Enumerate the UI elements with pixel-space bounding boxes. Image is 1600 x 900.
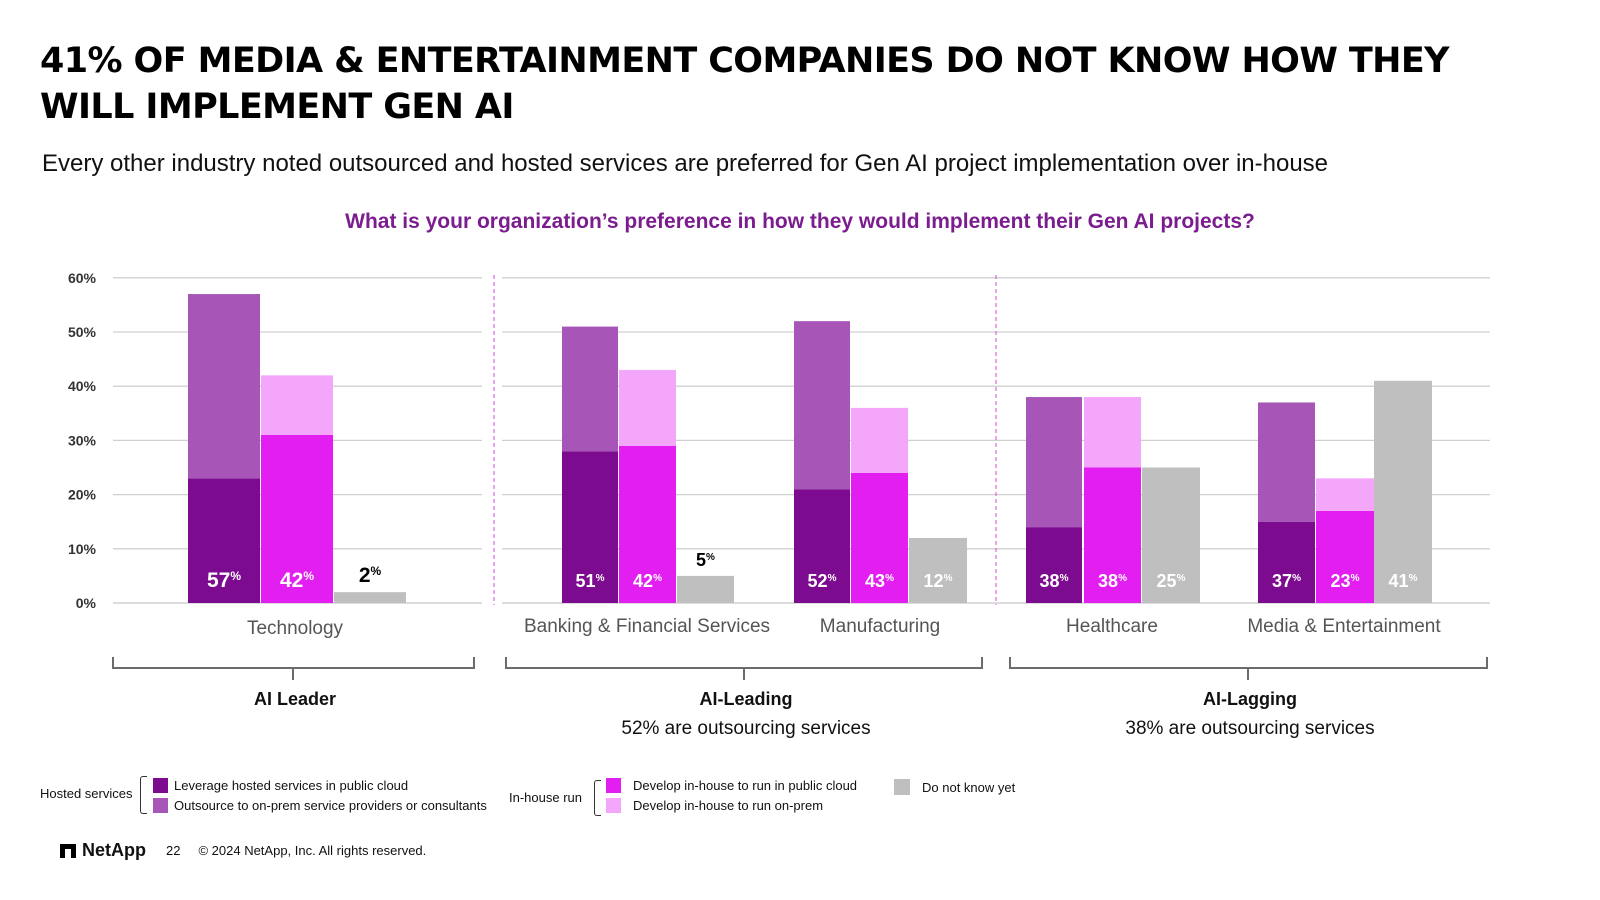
legend-swatch bbox=[894, 779, 910, 795]
bar-segment-hosted bbox=[562, 451, 618, 603]
data-label: 25% bbox=[1157, 571, 1186, 591]
bar-segment-inhouse bbox=[851, 472, 908, 603]
bar-segment-inhouse bbox=[1084, 467, 1141, 603]
legend-item-label: Do not know yet bbox=[922, 779, 1016, 795]
group-bracket bbox=[505, 657, 983, 680]
bar-chart: 0% 10% 20% 30% 40% 50% 60% 57% 42% 2% 51% 42% 5% 52% 4… bbox=[68, 270, 1490, 739]
legend-item-label: Develop in-house to run in public cloud bbox=[633, 778, 858, 793]
legend-swatch bbox=[606, 778, 621, 793]
bar-segment-inhouse bbox=[1316, 510, 1374, 603]
bar-segment-hosted bbox=[188, 294, 260, 479]
data-label: 41% bbox=[1389, 571, 1418, 591]
data-label: 23% bbox=[1331, 571, 1360, 591]
category-label: Media & Entertainment bbox=[1247, 616, 1441, 637]
page-number: 22 bbox=[166, 843, 181, 858]
legend-item-public-cloud: Leverage hosted services in public cloud bbox=[153, 778, 408, 793]
data-label: 51% bbox=[576, 571, 605, 591]
data-label: 42% bbox=[633, 571, 662, 591]
legend-hosted-heading: Hosted services bbox=[40, 786, 133, 801]
bar-segment-hosted bbox=[794, 321, 850, 490]
bar-segment-hosted bbox=[1258, 521, 1315, 603]
category-label: Technology bbox=[247, 618, 344, 639]
data-label: 5% bbox=[696, 550, 715, 570]
y-tick-label: 50% bbox=[68, 324, 97, 340]
legend-inhouse-heading: In-house run bbox=[509, 790, 582, 805]
bar-segment-hosted bbox=[1026, 527, 1082, 603]
bar-segment-hosted bbox=[1258, 402, 1315, 522]
page-title: 41% OF MEDIA & ENTERTAINMENT COMPANIES D… bbox=[40, 41, 1450, 127]
data-label: 38% bbox=[1040, 571, 1069, 591]
bar-segment-inhouse bbox=[851, 407, 908, 473]
copyright: © 2024 NetApp, Inc. All rights reserved. bbox=[198, 843, 427, 858]
page-subtitle: Every other industry noted outsourced an… bbox=[42, 150, 1329, 177]
legend-item-dont-know: Do not know yet bbox=[894, 779, 1015, 795]
bar-segment-dontknow bbox=[1374, 380, 1432, 603]
data-label: 2% bbox=[359, 564, 382, 587]
y-tick-label: 10% bbox=[68, 541, 97, 557]
group-label: AI Leader bbox=[254, 689, 336, 709]
footer: NetApp 22 © 2024 NetApp, Inc. All rights… bbox=[60, 840, 426, 861]
legend-item-label: Develop in-house to run on-prem bbox=[633, 798, 824, 813]
bar-segment-inhouse bbox=[1084, 397, 1141, 468]
bar-segment-dontknow bbox=[677, 575, 734, 603]
legend-swatch bbox=[153, 778, 168, 793]
brand-name: NetApp bbox=[82, 840, 146, 860]
bar-segment-hosted bbox=[1026, 397, 1082, 528]
data-label: 38% bbox=[1098, 571, 1127, 591]
data-label: 42% bbox=[280, 569, 314, 592]
y-tick-label: 30% bbox=[68, 432, 97, 448]
bar-segment-hosted bbox=[794, 489, 850, 603]
y-tick-label: 60% bbox=[68, 270, 97, 286]
legend-item-label: Outsource to on-prem service providers o… bbox=[174, 798, 487, 813]
group-label: AI-Lagging bbox=[1203, 689, 1297, 709]
group-bracket bbox=[112, 657, 475, 680]
data-label: 52% bbox=[808, 571, 837, 591]
bar-segment-dontknow bbox=[1142, 467, 1200, 603]
data-label: 43% bbox=[865, 571, 894, 591]
category-label: Banking & Financial Services bbox=[524, 616, 770, 637]
data-label: 12% bbox=[924, 571, 953, 591]
legend-swatch bbox=[606, 798, 621, 813]
bar-segment-inhouse bbox=[619, 445, 676, 603]
category-label: Healthcare bbox=[1066, 616, 1158, 637]
bar-segment-hosted bbox=[562, 326, 618, 452]
netapp-logo: NetApp bbox=[60, 840, 146, 861]
legend-item-outsource: Outsource to on-prem service providers o… bbox=[153, 798, 487, 813]
data-label: 37% bbox=[1272, 571, 1301, 591]
bar-segment-dontknow bbox=[334, 592, 406, 603]
bar-segment-inhouse bbox=[619, 369, 676, 446]
y-tick-label: 0% bbox=[76, 595, 97, 611]
legend-brace-hosted bbox=[140, 776, 147, 814]
data-label: 57% bbox=[207, 569, 241, 592]
group-note: 52% are outsourcing services bbox=[621, 718, 870, 739]
y-tick-label: 40% bbox=[68, 378, 97, 394]
y-tick-label: 20% bbox=[68, 487, 97, 503]
category-label: Manufacturing bbox=[820, 616, 940, 637]
legend-swatch bbox=[153, 798, 168, 813]
chart-question: What is your organization’s preference i… bbox=[345, 210, 1255, 233]
group-label: AI-Leading bbox=[700, 689, 793, 709]
legend-item-label: Leverage hosted services in public cloud bbox=[174, 778, 409, 793]
group-note: 38% are outsourcing services bbox=[1125, 718, 1374, 739]
bar-segment-inhouse bbox=[261, 375, 333, 435]
bar-segment-dontknow bbox=[909, 537, 967, 603]
legend-brace-inhouse bbox=[594, 780, 601, 816]
bar-segment-inhouse bbox=[261, 434, 333, 603]
legend-item-inhouse-onprem: Develop in-house to run on-prem bbox=[606, 798, 823, 813]
netapp-logo-icon bbox=[60, 843, 76, 858]
bar-segment-inhouse bbox=[1316, 478, 1374, 511]
bar-segment-hosted bbox=[188, 478, 260, 603]
legend-item-inhouse-cloud: Develop in-house to run in public cloud bbox=[606, 778, 857, 793]
group-bracket bbox=[1009, 657, 1488, 680]
